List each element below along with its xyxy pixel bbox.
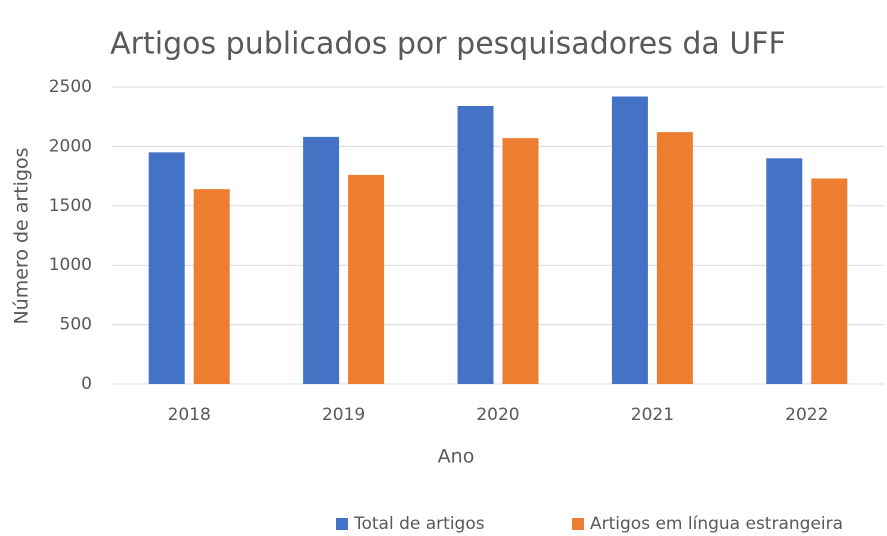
x-tick-label: 2018 xyxy=(168,405,211,425)
legend-label: Total de artigos xyxy=(353,514,485,534)
bar xyxy=(348,174,385,384)
bar xyxy=(457,106,494,385)
y-axis-label: Número de artigos xyxy=(11,147,33,324)
legend-swatch xyxy=(336,518,348,530)
bar xyxy=(303,136,340,384)
y-tick-label: 1000 xyxy=(49,255,92,275)
chart-title: Artigos publicados por pesquisadores da … xyxy=(110,27,786,62)
bar xyxy=(148,152,185,384)
y-tick-label: 1500 xyxy=(49,196,92,216)
y-tick-label: 0 xyxy=(81,374,92,394)
bar xyxy=(502,138,539,384)
x-tick-label: 2022 xyxy=(785,405,828,425)
x-tick-label: 2019 xyxy=(322,405,365,425)
legend-swatch xyxy=(572,518,584,530)
x-tick-label: 2021 xyxy=(631,405,674,425)
bar xyxy=(656,132,693,384)
bar xyxy=(766,158,803,384)
x-axis-label: Ano xyxy=(438,446,475,468)
bar xyxy=(193,189,230,384)
y-tick-label: 2500 xyxy=(49,77,92,97)
y-tick-label: 500 xyxy=(60,315,92,335)
legend-label: Artigos em língua estrangeira xyxy=(590,514,843,534)
x-tick-label: 2020 xyxy=(476,405,519,425)
bar xyxy=(811,178,848,384)
bar xyxy=(611,96,648,384)
y-tick-label: 2000 xyxy=(49,136,92,156)
